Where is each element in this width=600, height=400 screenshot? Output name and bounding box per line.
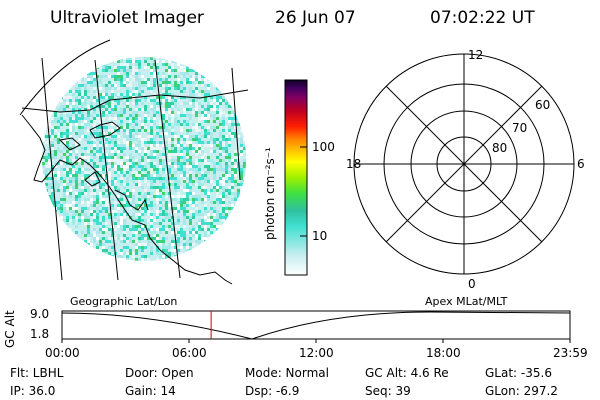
timeline-xtick-0: 00:00 [45,346,80,360]
info-door: Door: Open [125,366,194,380]
timeline-ylabel: GC Alt [3,310,17,348]
timeline-ytick-max: 9.0 [30,307,50,321]
colorbar [284,79,308,276]
info-mode: Mode: Normal [245,366,329,380]
info-ip: IP: 36.0 [10,384,56,398]
geographic-caption: Geographic Lat/Lon [70,295,178,308]
info-filter: Flt: LBHL [10,366,64,380]
lat-lon-grid [19,39,241,281]
lat-ring-label-60: 60 [535,98,551,112]
colorbar-label: photon cm⁻²s⁻¹ [263,147,277,240]
timeline-xtick-2: 12:00 [299,346,334,360]
info-dsp: Dsp: -6.9 [245,384,300,398]
mlt-label-12: 12 [468,48,484,62]
polar-caption: Apex MLat/MLT [425,295,508,308]
app-title: Ultraviolet Imager [50,8,204,28]
mlt-label-6: 6 [577,157,585,171]
mlt-label-0: 0 [468,277,476,291]
timeline-ytick-min: 1.8 [30,327,50,341]
uv-emission-disk [42,57,246,261]
lat-ring-label-80: 80 [492,141,508,155]
info-glon: GLon: 297.2 [485,384,558,398]
timeline-xtick-4: 23:59 [553,346,588,360]
coastline-overlay [21,89,249,285]
colorbar-tick-100: 100 [312,140,335,154]
observation-date: 26 Jun 07 [275,8,356,28]
colorbar-tick-10: 10 [312,229,328,243]
info-gain: Gain: 14 [125,384,176,398]
observation-time: 07:02:22 UT [430,8,535,28]
timeline-plot [61,310,571,343]
info-gc-alt: GC Alt: 4.6 Re [365,366,449,380]
polar-grid [353,53,575,275]
info-glat: GLat: -35.6 [485,366,552,380]
timeline-xtick-1: 06:00 [172,346,207,360]
info-seq: Seq: 39 [365,384,411,398]
timeline-xtick-3: 18:00 [426,346,461,360]
mlt-label-18: 18 [346,157,362,171]
lat-ring-label-70: 70 [512,121,528,135]
